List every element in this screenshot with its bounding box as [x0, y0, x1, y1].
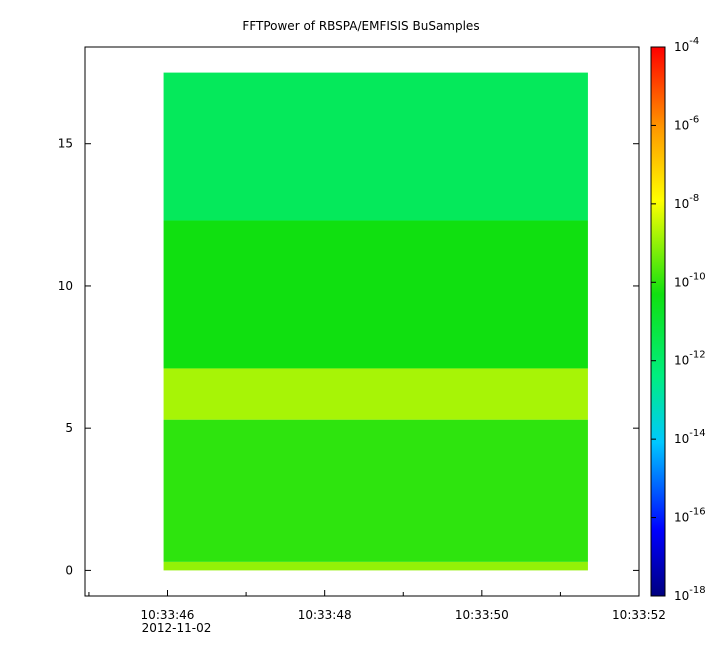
- colorbar-tick-label: 10-18: [674, 585, 706, 603]
- colorbar: 10-4 10-6 10-8 10-10 10-12 10-14 10-16 10-18: [650, 36, 706, 603]
- colorbar-tick-label: 10-8: [674, 193, 699, 211]
- y-tick-label: 0: [65, 563, 73, 577]
- heatmap-band: [163, 368, 588, 420]
- x-tick-label: 10:33:52: [612, 608, 666, 622]
- colorbar-tick-label: 10-6: [674, 114, 699, 132]
- colorbar-tick-label: 10-4: [674, 36, 699, 54]
- colorbar-tick-label: 10-14: [674, 428, 706, 446]
- y-tick-label: 10: [58, 279, 73, 293]
- heatmap-band: [163, 72, 588, 221]
- colorbar-tick-label: 10-12: [674, 350, 706, 368]
- heatmap-band: [163, 419, 588, 562]
- x-tick-label: 10:33:50: [455, 608, 509, 622]
- heatmap-band: [163, 561, 588, 571]
- y-tick-label: 5: [65, 421, 73, 435]
- x-tick-label: 10:33:48: [298, 608, 352, 622]
- colorbar-gradient: [650, 46, 666, 597]
- x-date-label: 2012-11-02: [142, 621, 212, 635]
- colorbar-tick-label: 10-16: [674, 507, 706, 525]
- y-axis: 0 5 10 15: [58, 137, 639, 577]
- y-tick-label: 15: [58, 137, 73, 151]
- colorbar-tick-label: 10-10: [674, 271, 706, 289]
- chart-title: FFTPower of RBSPA/EMFISIS BuSamples: [242, 19, 479, 33]
- heatmap-cells: [163, 72, 588, 571]
- x-tick-label: 10:33:46: [141, 608, 195, 622]
- heatmap-band: [163, 220, 588, 369]
